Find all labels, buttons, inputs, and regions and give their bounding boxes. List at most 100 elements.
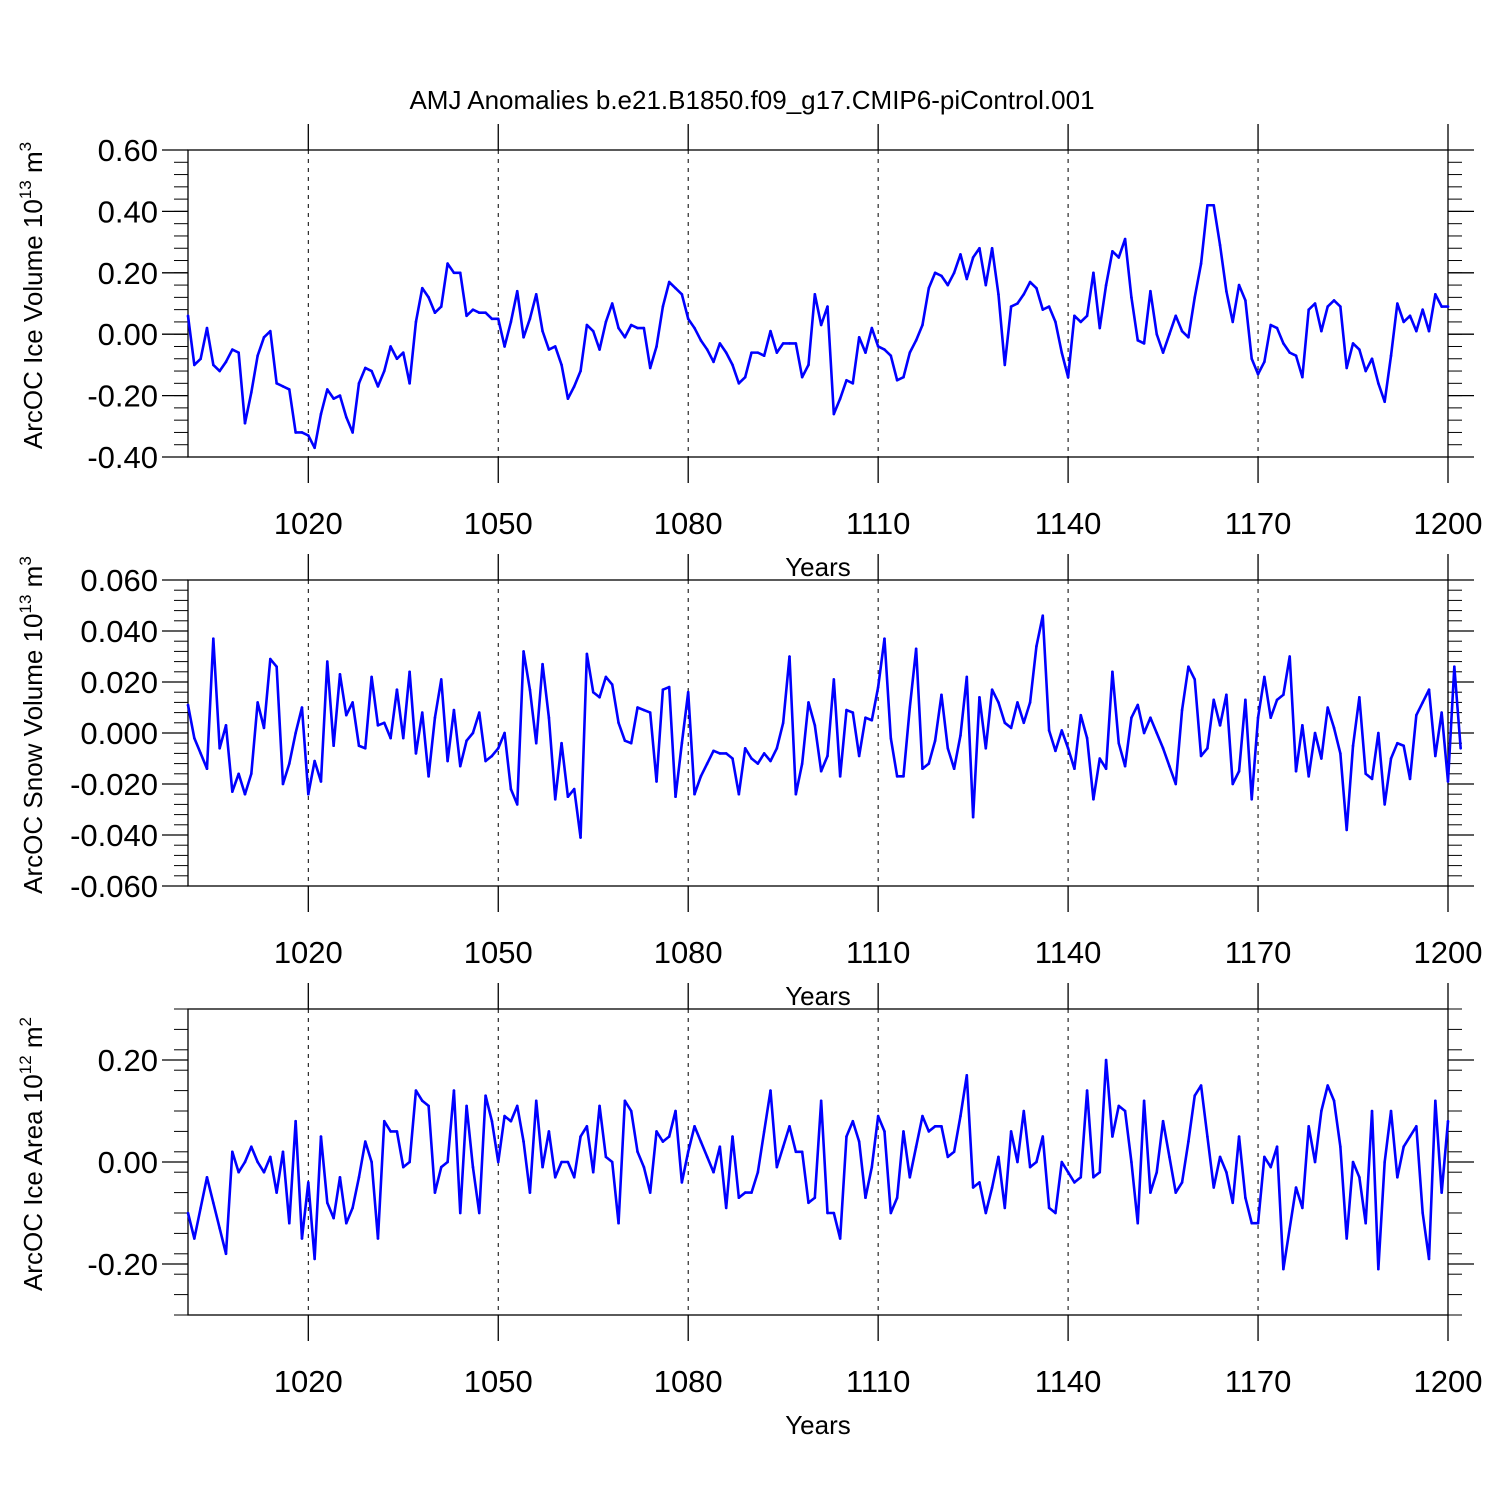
data-point	[205, 1176, 209, 1179]
data-point	[946, 283, 950, 287]
data-point	[541, 329, 544, 333]
data-point	[940, 274, 943, 278]
figure-title: AMJ Anomalies b.e21.B1850.f09_g17.CMIP6-…	[409, 85, 1094, 115]
data-point	[509, 787, 513, 791]
data-point	[769, 1089, 772, 1092]
data-point	[667, 1135, 671, 1138]
data-point	[762, 1130, 766, 1133]
x-tick-label: 1170	[1225, 935, 1292, 970]
data-point	[1320, 757, 1323, 760]
data-point	[547, 348, 551, 351]
data-point	[1237, 283, 1241, 287]
data-point	[952, 271, 956, 275]
data-point	[705, 1155, 709, 1159]
data-point	[307, 434, 310, 437]
data-point	[1199, 262, 1203, 265]
data-point	[699, 339, 703, 342]
data-point	[477, 311, 481, 315]
data-point	[1364, 369, 1367, 373]
data-point	[427, 296, 430, 299]
y-tick-label: 0.40	[98, 194, 158, 229]
data-point	[699, 1140, 703, 1143]
data-point	[566, 795, 570, 799]
data-point	[1446, 305, 1450, 308]
data-point	[262, 335, 266, 339]
x-tick-label: 1200	[1414, 1364, 1483, 1399]
data-point	[357, 744, 361, 748]
data-point	[1421, 701, 1424, 704]
data-point	[1269, 323, 1273, 327]
data-point	[237, 772, 240, 776]
data-point	[1263, 675, 1266, 679]
data-point	[300, 431, 304, 434]
data-point	[503, 1114, 506, 1118]
data-point	[490, 754, 494, 758]
data-point	[1187, 335, 1190, 339]
data-point	[313, 1257, 316, 1261]
data-point	[395, 688, 399, 691]
data-point	[623, 1099, 627, 1103]
data-point	[1092, 798, 1095, 801]
data-point	[1003, 363, 1007, 367]
data-point	[414, 752, 418, 755]
data-point	[199, 357, 202, 361]
data-point	[674, 795, 677, 799]
data-point	[1028, 280, 1032, 284]
data-point	[231, 790, 234, 793]
data-point	[1256, 716, 1260, 719]
data-point	[1408, 1135, 1412, 1138]
data-point	[1225, 1170, 1228, 1174]
data-point	[1009, 726, 1013, 730]
data-point	[1301, 724, 1304, 727]
data-point	[857, 754, 861, 758]
data-point	[1130, 296, 1133, 299]
data-point	[699, 775, 703, 778]
data-point	[1396, 741, 1399, 745]
data-point	[591, 690, 595, 694]
data-point	[300, 1237, 304, 1240]
data-point	[743, 1191, 747, 1194]
data-point	[1434, 754, 1437, 758]
data-point	[363, 366, 367, 370]
data-point	[1288, 351, 1292, 354]
data-point	[851, 1119, 855, 1123]
data-point	[1326, 706, 1329, 709]
data-point	[1231, 782, 1235, 786]
data-point	[566, 1160, 570, 1164]
data-point	[515, 289, 519, 293]
y-tick-label: 0.040	[80, 614, 158, 649]
data-point	[199, 752, 202, 755]
data-point	[1358, 348, 1361, 351]
x-tick-label: 1200	[1414, 506, 1483, 541]
data-point	[484, 1094, 487, 1097]
data-point	[1434, 1099, 1437, 1103]
y-axis-label-space	[7, 1048, 37, 1055]
data-point	[1206, 203, 1209, 207]
data-point	[1345, 828, 1348, 832]
data-point	[560, 363, 563, 367]
data-point	[193, 363, 196, 367]
data-point	[585, 1125, 589, 1128]
data-point	[281, 782, 285, 786]
data-point	[370, 369, 373, 373]
data-point	[269, 657, 272, 661]
data-point	[1408, 777, 1412, 781]
data-point	[446, 759, 449, 763]
y-tick-label: -0.20	[87, 379, 158, 414]
data-point	[604, 1155, 608, 1159]
y-tick-label: 0.000	[80, 716, 158, 751]
data-point	[623, 335, 627, 339]
data-point	[205, 326, 209, 330]
data-point	[452, 271, 456, 275]
data-point	[959, 734, 962, 737]
data-point	[1206, 1135, 1209, 1138]
data-point	[275, 1191, 278, 1194]
data-point	[439, 1165, 443, 1169]
data-point	[1389, 1109, 1393, 1113]
data-point	[1370, 1109, 1374, 1113]
data-point	[1446, 1119, 1450, 1123]
data-point	[965, 675, 969, 679]
data-point	[528, 688, 532, 691]
data-point	[1453, 665, 1456, 668]
data-point	[598, 348, 601, 351]
